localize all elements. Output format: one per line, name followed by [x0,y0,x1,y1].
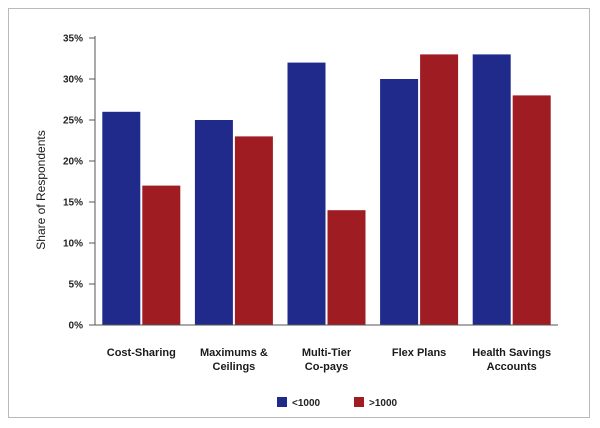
bar-lt1000-0 [102,111,141,325]
bar-gt1000-2 [327,210,366,325]
bar-lt1000-1 [194,120,233,325]
x-category-label: Flex Plans [392,347,446,359]
y-tick-label: 20% [63,157,83,168]
legend-swatch-lt1000 [277,397,287,407]
bar-gt1000-3 [420,54,459,326]
y-tick-label: 15% [63,198,83,209]
bar-gt1000-4 [512,95,551,326]
legend-label-gt1000: >1000 [369,398,398,409]
x-category-label: Maximums & Ceilings [200,347,268,373]
y-tick-label: 30% [63,75,83,86]
x-category-label: Multi-Tier Co-pays [302,347,352,373]
bar-lt1000-3 [380,79,419,325]
bar-gt1000-0 [142,185,181,325]
legend-swatch-gt1000 [354,397,364,407]
y-tick-label: 10% [63,239,83,250]
legend-label-lt1000: <1000 [292,398,321,409]
y-tick-label: 0% [69,321,84,332]
bar-lt1000-2 [287,62,326,325]
y-tick-label: 25% [63,116,83,127]
x-category-label: Health Savings Accounts [472,347,551,373]
bar-lt1000-4 [472,54,511,326]
y-tick-label: 5% [69,280,84,291]
x-category-label: Cost-Sharing [107,347,176,359]
y-tick-label: 35% [63,34,83,45]
y-axis-title: Share of Respondents [34,130,48,249]
bar-gt1000-1 [234,136,273,325]
